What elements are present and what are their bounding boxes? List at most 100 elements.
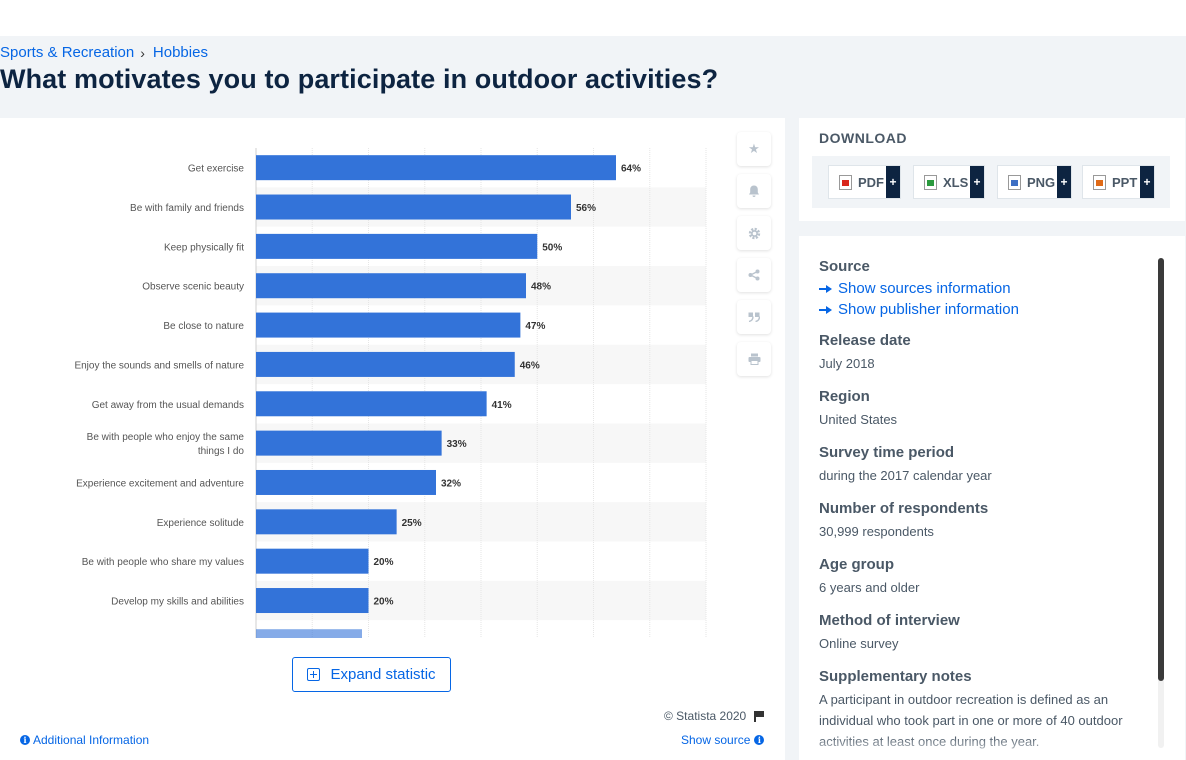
respondents-value: 30,999 respondents (819, 524, 934, 539)
method-value: Online survey (819, 636, 899, 651)
bar (256, 155, 616, 181)
download-png-button[interactable]: PNG + (997, 165, 1072, 199)
category-label: Get away from the usual demands (92, 400, 244, 411)
show-source-label: Show source (681, 733, 751, 747)
bar (256, 312, 521, 338)
plus-icon: + (1057, 166, 1071, 198)
info-icon: i (20, 735, 30, 745)
bar (256, 351, 515, 377)
bar (256, 391, 487, 417)
source-label: Source (819, 258, 870, 275)
download-ppt-label: PPT (1112, 174, 1138, 190)
top-header-band (0, 0, 1186, 36)
bar (256, 469, 436, 495)
survey-period-section: Survey time period during the 2017 calen… (819, 444, 1149, 486)
bar (256, 548, 369, 574)
region-label: Region (819, 388, 870, 405)
print-icon[interactable] (737, 342, 771, 376)
expand-statistic-label: Expand statistic (330, 666, 436, 683)
pdf-file-icon (839, 174, 852, 190)
copyright-text: © Statista 2020 (664, 709, 747, 723)
category-label: Be with people who share my values (82, 557, 244, 568)
category-label: Be with people who enjoy the same things … (87, 432, 245, 457)
bar (256, 430, 442, 456)
bar (256, 273, 526, 299)
region-value: United States (819, 412, 898, 427)
expand-statistic-button[interactable]: Expand statistic (292, 657, 451, 692)
source-section: Source Show sources information Show pub… (819, 258, 1149, 318)
category-label: Enjoy the sounds and smells of nature (74, 360, 244, 371)
additional-information-label: Additional Information (33, 733, 150, 747)
chart-fade-overlay (0, 693, 720, 758)
category-label: Develop my skills and abilities (111, 597, 244, 608)
data-label: 50% (542, 242, 562, 253)
bell-icon[interactable] (737, 174, 771, 208)
survey-period-label: Survey time period (819, 444, 955, 461)
data-label: 48% (531, 282, 551, 293)
chart-card: 64% Get exercise 56% Be with family and fri… (0, 118, 785, 760)
breadcrumb-separator: › (140, 44, 145, 61)
download-bar: PDF + XLS + PNG + PPT + (812, 156, 1170, 208)
category-label: Observe scenic beauty (142, 282, 244, 293)
bar (256, 509, 397, 535)
show-source-link[interactable]: Show source i (681, 733, 765, 747)
show-sources-label: Show sources information (838, 280, 1011, 297)
breadcrumb-category-link[interactable]: Sports & Recreation (0, 44, 135, 61)
age-group-section: Age group 6 years and older (819, 556, 1149, 598)
category-label: Experience solitude (157, 518, 245, 529)
plus-icon: + (1140, 166, 1154, 198)
page-title: What motivates you to participate in out… (0, 64, 719, 94)
bar (256, 588, 369, 614)
plus-icon: + (970, 166, 984, 198)
flag-icon[interactable] (754, 710, 765, 722)
notes-label: Supplementary notes (819, 668, 972, 685)
download-card: DOWNLOAD PDF + XLS + PNG + PPT + (799, 118, 1185, 221)
respondents-label: Number of respondents (819, 500, 989, 517)
age-group-label: Age group (819, 556, 894, 573)
release-date-value: July 2018 (819, 356, 875, 371)
bar-partial (256, 629, 362, 638)
data-label: 46% (520, 360, 540, 371)
star-icon[interactable]: ★ (737, 132, 771, 166)
show-publisher-label: Show publisher information (838, 301, 1019, 318)
release-date-label: Release date (819, 332, 911, 349)
download-xls-button[interactable]: XLS + (913, 165, 985, 199)
download-title: DOWNLOAD (819, 130, 907, 146)
copyright: © Statista 2020 (664, 709, 765, 723)
arrow-right-icon (819, 284, 832, 294)
xls-file-icon (924, 174, 937, 190)
data-label: 20% (374, 557, 394, 568)
breadcrumb-subcategory-link[interactable]: Hobbies (152, 44, 208, 61)
plus-square-icon (307, 668, 321, 681)
additional-information-link[interactable]: i Additional Information (20, 733, 149, 747)
method-label: Method of interview (819, 612, 960, 629)
show-publisher-link[interactable]: Show publisher information (819, 301, 1149, 318)
download-pdf-button[interactable]: PDF + (828, 165, 901, 199)
category-label: Keep physically fit (164, 242, 244, 253)
png-file-icon (1008, 174, 1021, 190)
data-label: 25% (402, 518, 422, 529)
download-xls-label: XLS (943, 174, 969, 190)
survey-period-value: during the 2017 calendar year (819, 468, 992, 483)
quote-icon[interactable] (737, 300, 771, 334)
ppt-file-icon (1093, 174, 1106, 190)
show-sources-link[interactable]: Show sources information (819, 280, 1149, 297)
category-label: Experience excitement and adventure (76, 478, 244, 489)
details-list: Source Show sources information Show pub… (819, 258, 1149, 760)
data-label: 47% (525, 321, 545, 332)
bar (256, 233, 538, 259)
info-icon: i (754, 735, 765, 745)
respondents-section: Number of respondents 30,999 respondents (819, 500, 1149, 542)
arrow-right-icon (819, 305, 832, 315)
details-fade-overlay (799, 736, 1157, 760)
gear-icon[interactable] (737, 216, 771, 250)
download-pdf-label: PDF (858, 174, 884, 190)
category-label: Be close to nature (163, 321, 244, 332)
breadcrumb: Sports & Recreation › Hobbies (0, 44, 208, 61)
download-ppt-button[interactable]: PPT + (1082, 165, 1155, 199)
data-label: 64% (621, 164, 641, 175)
share-icon[interactable] (737, 258, 771, 292)
age-group-value: 6 years and older (819, 580, 920, 595)
download-png-label: PNG (1027, 174, 1056, 190)
details-scrollbar-thumb[interactable] (1158, 258, 1164, 681)
